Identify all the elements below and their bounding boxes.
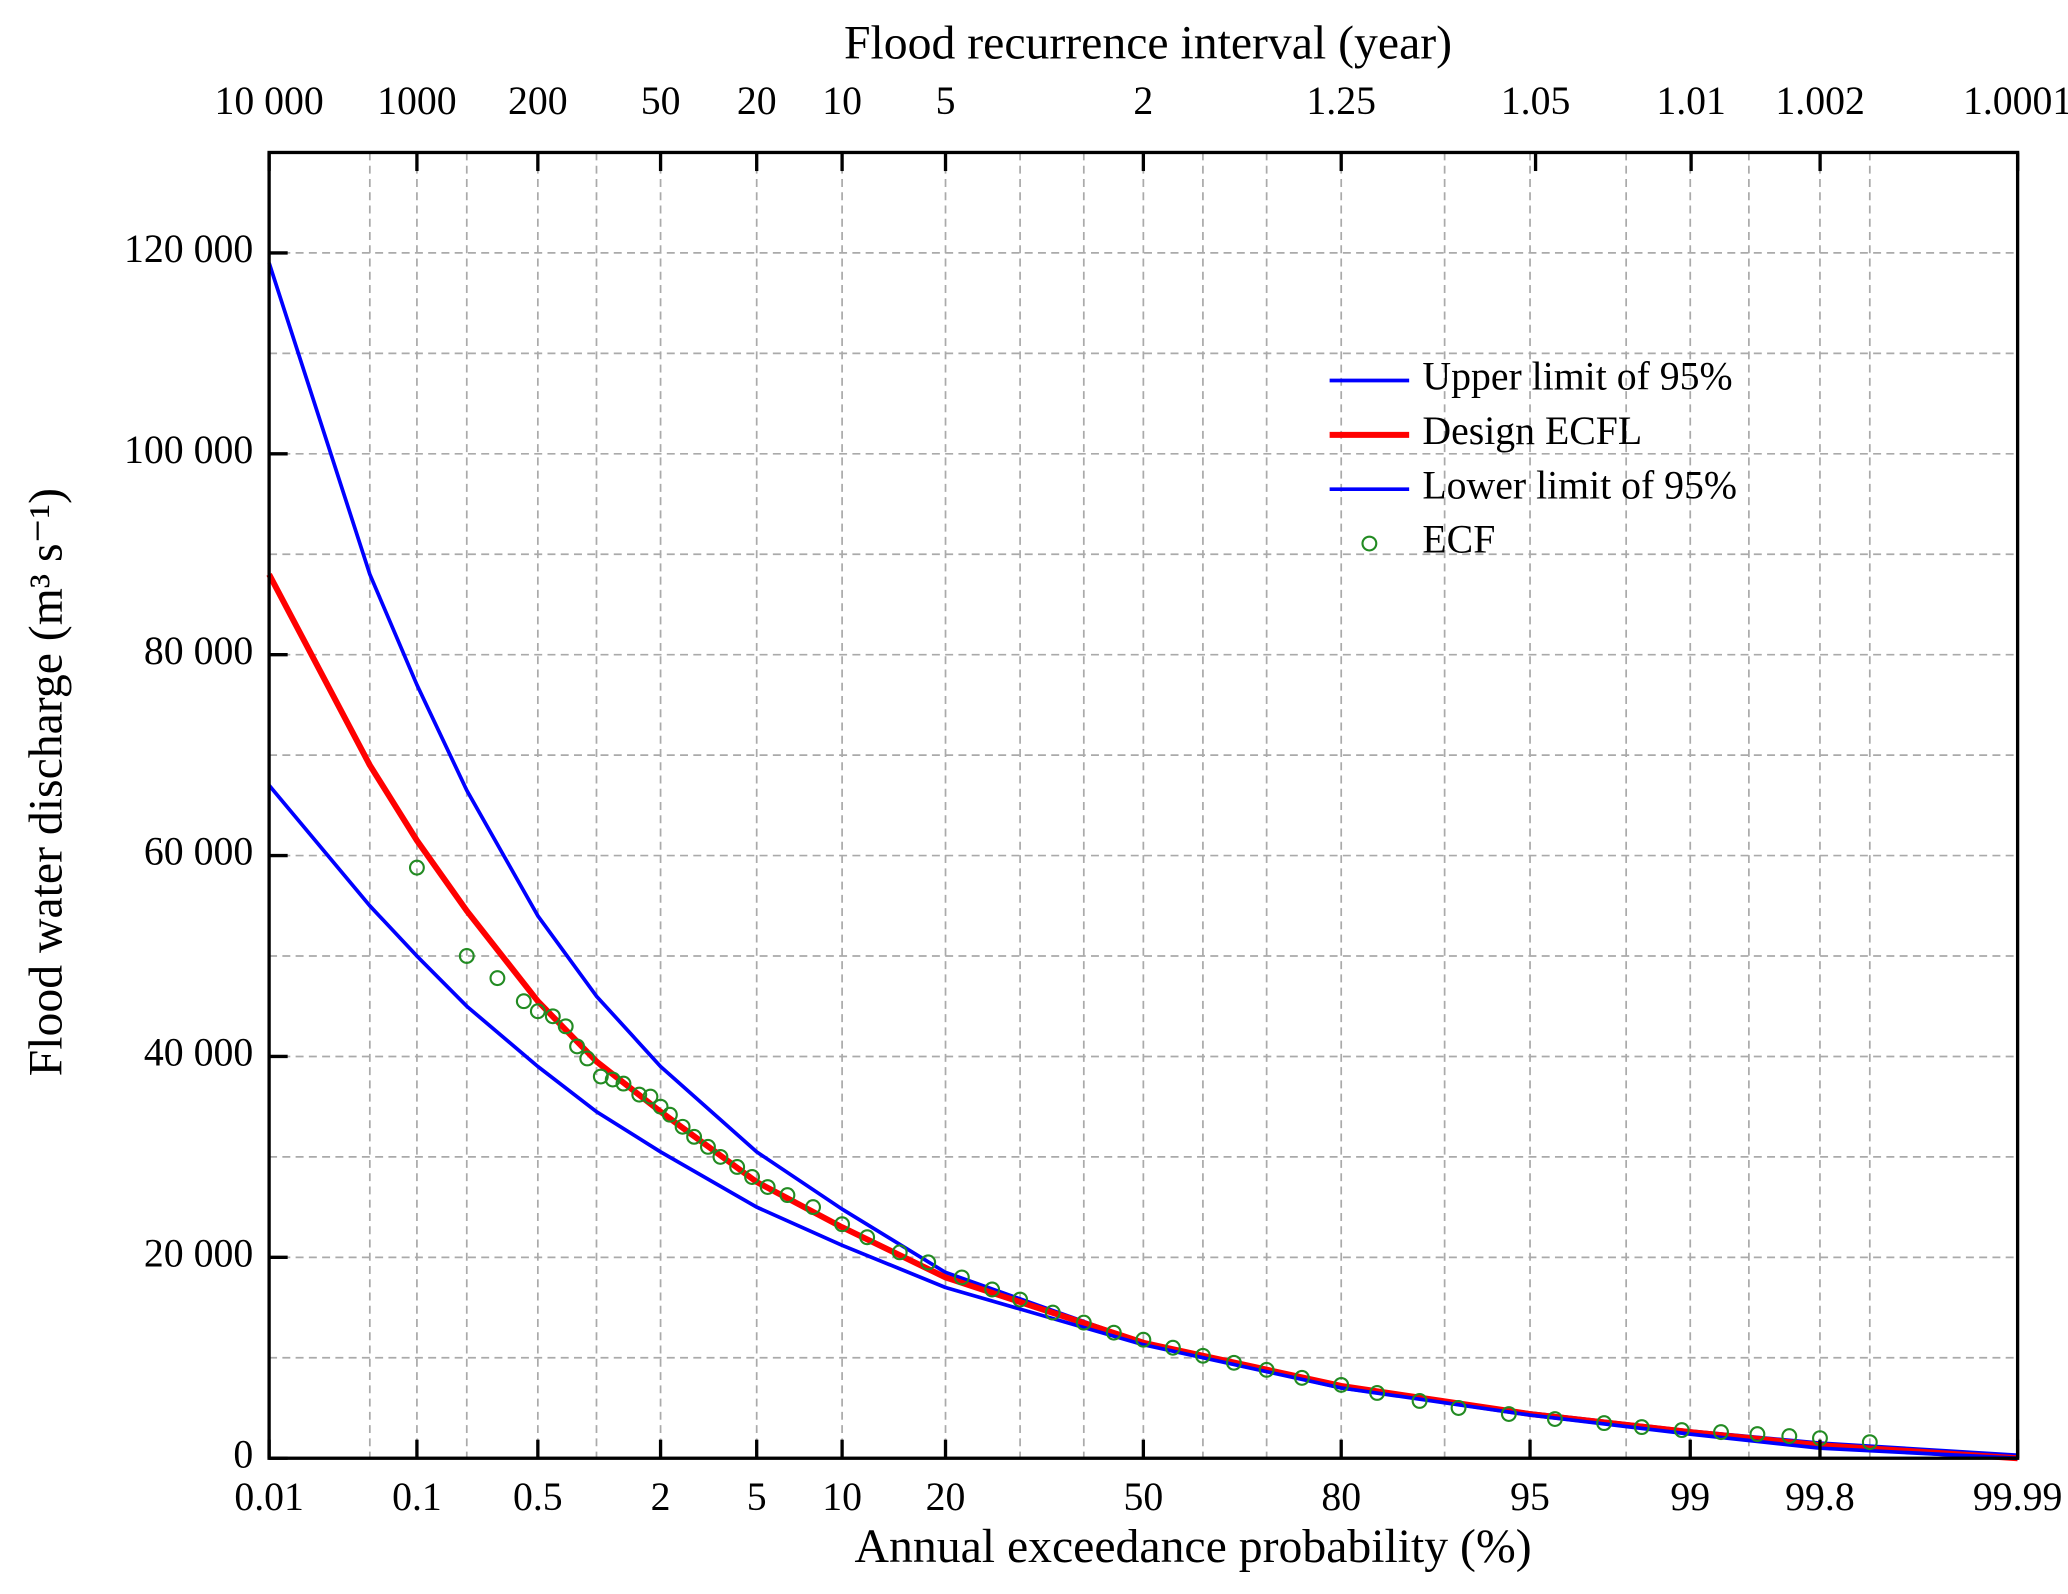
data-point	[515, 993, 532, 1010]
data-point	[700, 1138, 716, 1155]
data-point	[953, 1269, 970, 1286]
data-point	[489, 970, 506, 987]
y-tick-label: 120 000	[124, 227, 253, 271]
data-point	[712, 1148, 729, 1165]
x-tick-label: 0.01	[234, 1475, 304, 1519]
y-axis-title: Flood water discharge (m³ s⁻¹)	[19, 488, 72, 1076]
data-point	[604, 1071, 621, 1088]
data-point	[557, 1018, 574, 1035]
data-point	[544, 1008, 561, 1025]
x-tick-label: 5	[747, 1475, 767, 1519]
data-point	[1673, 1422, 1690, 1439]
data-point	[1135, 1331, 1152, 1348]
data-point	[729, 1158, 746, 1175]
data-point	[1713, 1424, 1729, 1441]
x-tick-label: 2	[651, 1475, 671, 1519]
top-axis-title: Flood recurrence interval (year)	[844, 17, 1452, 70]
data-point	[859, 1229, 876, 1246]
y-tick-label: 20 000	[144, 1231, 253, 1275]
data-point	[1194, 1347, 1211, 1364]
x-tick-label: 0.5	[513, 1475, 563, 1519]
data-point	[1749, 1426, 1766, 1443]
legend-label: Design ECFL	[1422, 409, 1642, 453]
data-point	[984, 1281, 1001, 1298]
x2-tick-label: 1.25	[1306, 79, 1376, 123]
x2-tick-label: 20	[737, 79, 777, 123]
data-point	[652, 1098, 669, 1115]
x-tick-label: 99.99	[1973, 1475, 2062, 1519]
data-point	[642, 1088, 659, 1105]
data-point	[1075, 1314, 1092, 1331]
data-point	[1411, 1393, 1428, 1409]
data-point	[661, 1106, 678, 1123]
data-point	[1596, 1415, 1613, 1432]
data-point	[891, 1244, 908, 1261]
x-tick-label: 80	[1321, 1475, 1361, 1519]
data-point	[1546, 1411, 1563, 1428]
x2-tick-label: 200	[508, 79, 568, 123]
data-point	[1369, 1384, 1386, 1401]
x-tick-label: 0.1	[392, 1475, 442, 1519]
x2-tick-label: 1.05	[1501, 79, 1571, 123]
legend-label: Lower limit of 95%	[1422, 463, 1737, 507]
data-point	[920, 1254, 937, 1271]
x2-tick-label: 10 000	[214, 79, 323, 123]
data-point	[579, 1050, 596, 1067]
data-point	[615, 1075, 632, 1092]
x2-tick-label: 2	[1133, 79, 1153, 123]
data-point	[569, 1038, 586, 1055]
y-tick-label: 60 000	[144, 830, 253, 874]
data-point	[529, 1003, 546, 1020]
data-point	[1225, 1354, 1242, 1371]
x2-tick-label: 1.002	[1775, 79, 1864, 123]
data-point	[674, 1118, 691, 1135]
x-tick-label: 99	[1670, 1475, 1710, 1519]
data-point	[1012, 1291, 1029, 1308]
legend-label: ECF	[1422, 518, 1495, 562]
y-tick-label: 80 000	[144, 629, 253, 673]
data-point	[458, 948, 475, 964]
data-point	[686, 1128, 703, 1145]
y-tick-label: 100 000	[124, 428, 253, 472]
data-point	[1105, 1324, 1122, 1341]
x2-tick-label: 1.01	[1656, 79, 1726, 123]
x2-tick-label: 50	[641, 79, 681, 123]
data-point	[1333, 1376, 1350, 1393]
x-tick-label: 50	[1123, 1475, 1163, 1519]
x-tick-label: 95	[1510, 1475, 1550, 1519]
legend-marker	[1361, 535, 1378, 552]
x-tick-label: 99.8	[1785, 1475, 1855, 1519]
data-point	[631, 1086, 648, 1103]
x2-tick-label: 5	[936, 79, 956, 123]
data-point	[744, 1169, 761, 1185]
legend-label: Upper limit of 95%	[1422, 355, 1732, 399]
data-point	[759, 1179, 776, 1195]
data-point	[1781, 1428, 1798, 1445]
data-point	[834, 1216, 851, 1233]
data-point	[1258, 1361, 1275, 1378]
x-tick-label: 10	[822, 1475, 862, 1519]
x2-tick-label: 1.0001	[1963, 79, 2068, 123]
data-point	[1450, 1400, 1467, 1416]
y-tick-label: 40 000	[144, 1031, 253, 1075]
data-point	[1044, 1304, 1061, 1321]
x2-tick-label: 1000	[377, 79, 456, 123]
y-tick-label: 0	[233, 1432, 253, 1476]
data-point	[805, 1199, 822, 1216]
data-point	[408, 859, 425, 876]
data-point	[1164, 1339, 1181, 1356]
x2-tick-label: 10	[822, 79, 862, 123]
data-point	[1500, 1406, 1517, 1422]
data-point	[1633, 1419, 1650, 1436]
x-tick-label: 20	[926, 1475, 966, 1519]
data-point	[779, 1187, 796, 1204]
data-point	[1861, 1434, 1878, 1451]
x-axis-title: Annual exceedance probability (%)	[855, 1520, 1532, 1573]
data-point	[1293, 1369, 1310, 1386]
